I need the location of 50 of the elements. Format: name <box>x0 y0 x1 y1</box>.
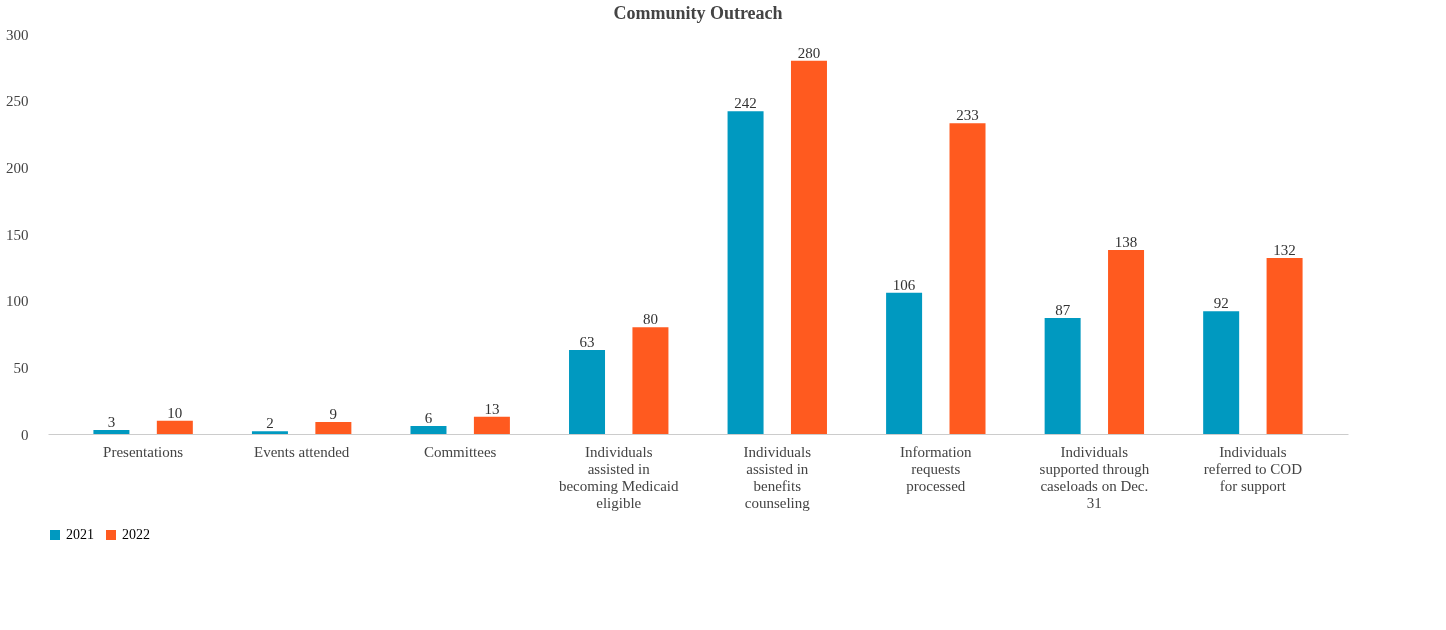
data-label: 87 <box>1055 302 1071 318</box>
bar <box>949 123 986 434</box>
data-label: 10 <box>167 404 183 421</box>
data-label: 9 <box>329 406 338 422</box>
bar <box>156 420 193 434</box>
data-label: 80 <box>642 311 658 328</box>
bar <box>473 416 510 434</box>
y-tick-label: 50 <box>13 359 29 376</box>
x-tick-label: Committees <box>423 443 497 460</box>
bar <box>1108 250 1145 434</box>
bar <box>93 430 130 434</box>
bar <box>315 422 352 434</box>
data-label: 242 <box>734 95 757 112</box>
data-label: 132 <box>1273 242 1296 258</box>
x-tick-label: Presentations <box>103 443 184 460</box>
data-label: 3 <box>107 414 116 430</box>
data-label: 2 <box>266 415 274 432</box>
x-tick-label: Individuals assisted in becoming Medicaid eligible <box>558 443 679 511</box>
bar <box>1266 258 1303 434</box>
y-tick-label: 100 <box>6 293 29 310</box>
legend-label: 2021 <box>66 527 94 542</box>
bar <box>632 327 669 434</box>
y-tick-label: 200 <box>6 159 29 176</box>
x-tick-label: Events attended <box>253 443 350 460</box>
y-tick-label: 150 <box>6 226 29 243</box>
y-tick-label: 250 <box>6 93 29 110</box>
data-label: 63 <box>579 334 595 350</box>
x-tick-label: Individuals referred to COD for support <box>1203 443 1303 494</box>
bar <box>886 292 923 434</box>
x-tick-label: Individuals supported through caseloads on Dec. 31 <box>1039 443 1150 511</box>
chart-title: Community Outreach <box>613 3 783 23</box>
y-tick-label: 0 <box>21 426 29 443</box>
legend-label: 2022 <box>122 527 150 542</box>
bar <box>410 426 447 434</box>
x-tick-label: Individuals assisted in benefits counseling <box>743 443 812 511</box>
bar <box>1044 318 1081 434</box>
bar <box>251 431 288 434</box>
data-label: 106 <box>892 276 916 293</box>
data-label: 233 <box>956 107 979 124</box>
data-label: 13 <box>484 400 500 417</box>
bar <box>727 111 764 434</box>
bar <box>790 60 827 434</box>
data-label: 138 <box>1114 234 1138 250</box>
data-label: 280 <box>797 44 821 61</box>
y-tick-label: 300 <box>6 26 29 43</box>
data-label: 92 <box>1213 295 1229 312</box>
data-label: 6 <box>424 410 433 426</box>
x-tick-label: Information requests processed <box>899 443 973 494</box>
bar <box>1203 311 1240 434</box>
bar <box>569 350 606 434</box>
